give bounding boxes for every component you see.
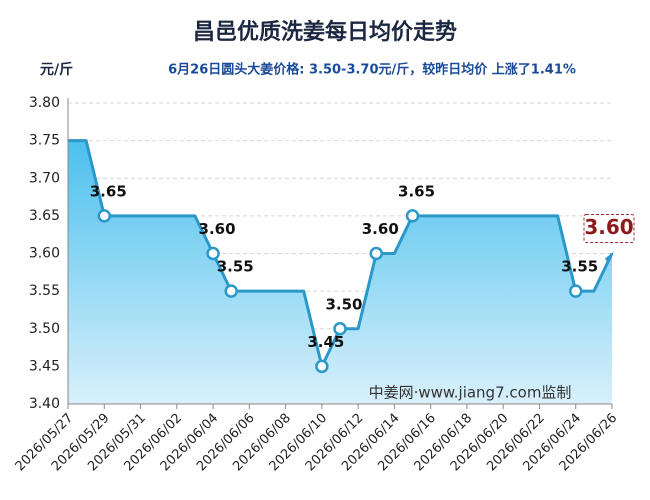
y-tick-label: 3.60 [29, 246, 60, 262]
y-tick-label: 3.50 [29, 321, 60, 337]
subtitle: 6月26日圆头大姜价格: 3.50-3.70元/斤，较昨日均价 上涨了1.41% [168, 62, 576, 78]
y-tick-label: 3.45 [29, 358, 60, 374]
value-label: 3.65 [90, 182, 127, 200]
point [315, 359, 329, 374]
point [369, 246, 384, 261]
highlight-label: 3.60 [584, 215, 633, 239]
watermark: 中姜网·www.jiang7.com监制 [369, 384, 572, 402]
point [333, 322, 347, 336]
value-label: 3.65 [398, 182, 435, 200]
value-label: 3.45 [307, 333, 344, 351]
point [568, 284, 583, 298]
y-tick-label: 3.40 [29, 396, 60, 412]
chart-title: 昌邑优质洗姜每日均价走势 [193, 19, 457, 45]
point [206, 246, 220, 261]
y-tick-label: 3.70 [29, 170, 60, 186]
value-label: 3.50 [325, 295, 362, 313]
y-tick-label: 3.80 [29, 95, 60, 111]
arrow-head [605, 251, 614, 264]
highlight-box [583, 214, 635, 243]
y-tick-label: 3.55 [29, 283, 60, 299]
y-tick-label: 3.65 [29, 208, 60, 224]
value-label: 3.60 [199, 220, 236, 238]
point [97, 209, 112, 223]
point [405, 209, 420, 223]
value-label: 3.55 [561, 258, 598, 276]
value-label: 3.60 [362, 220, 399, 238]
y-axis-label: 元/斤 [40, 61, 73, 78]
value-label: 3.55 [217, 258, 254, 276]
area [68, 140, 612, 404]
point [224, 284, 238, 298]
y-tick-label: 3.75 [29, 133, 60, 149]
